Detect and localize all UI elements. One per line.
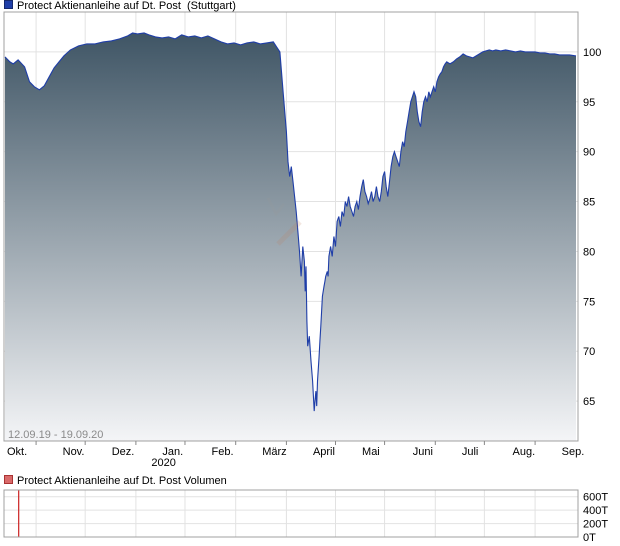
price-legend: Protect Aktienanleihe auf Dt. Post (Stut… xyxy=(4,0,236,12)
price-y-tick-label: 85 xyxy=(583,197,595,209)
period-label: 12.09.19 - 19.09.20 xyxy=(8,429,103,441)
price-y-tick-label: 80 xyxy=(583,246,595,258)
volume-grid xyxy=(4,490,578,538)
volume-bars xyxy=(18,490,20,537)
price-x-axis: Okt. Nov. Dez. Jan. Feb. März April Mai Juni Juli… xyxy=(7,441,584,469)
volume-legend-label: Protect Aktienanleihe auf Dt. Post Volum… xyxy=(17,475,227,487)
volume-legend: Protect Aktienanleihe auf Dt. Post Volum… xyxy=(4,475,227,487)
price-plot-border xyxy=(3,11,579,442)
price-x-sub-label: 2020 xyxy=(151,457,175,469)
price-x-tick-label: Juni xyxy=(413,446,433,458)
price-x-tick-label: Nov. xyxy=(63,446,85,458)
price-x-tick-label: Sep. xyxy=(562,446,585,458)
volume-y-tick-label: 200T xyxy=(583,519,608,531)
price-area xyxy=(5,33,576,441)
price-x-tick-label: Jan. xyxy=(162,446,183,458)
price-y-tick-label: 95 xyxy=(583,97,595,109)
price-y-tick-label: 70 xyxy=(583,346,595,358)
price-x-tick-label: Juli xyxy=(462,446,479,458)
price-y-tick-label: 65 xyxy=(583,396,595,408)
price-legend-swatch xyxy=(4,0,13,9)
volume-y-tick-label: 400T xyxy=(583,505,608,517)
price-x-tick-label: April xyxy=(313,446,335,458)
price-y-tick-label: 90 xyxy=(583,147,595,159)
volume-y-tick-label: 0T xyxy=(583,532,596,544)
volume-bar xyxy=(18,490,20,537)
price-y-tick-label: 75 xyxy=(583,296,595,308)
price-x-tick-label: März xyxy=(262,446,286,458)
price-x-tick-label: Aug. xyxy=(513,446,536,458)
price-x-tick-label: Mai xyxy=(362,446,380,458)
volume-legend-swatch xyxy=(4,475,13,484)
volume-y-tick-label: 600T xyxy=(583,492,608,504)
price-x-tick-label: Dez. xyxy=(112,446,135,458)
price-y-tick-label: 100 xyxy=(583,47,601,59)
watermark-logo xyxy=(266,197,302,246)
price-x-tick-label: Feb. xyxy=(212,446,234,458)
price-y-axis: 65 70 75 80 85 90 95 100 xyxy=(583,47,601,408)
price-x-tick-label: Okt. xyxy=(7,446,27,458)
exchange-label: (Stuttgart) xyxy=(187,0,236,12)
volume-plot-border xyxy=(3,489,579,538)
price-legend-label: Protect Aktienanleihe auf Dt. Post xyxy=(17,0,181,12)
price-line xyxy=(4,32,577,412)
